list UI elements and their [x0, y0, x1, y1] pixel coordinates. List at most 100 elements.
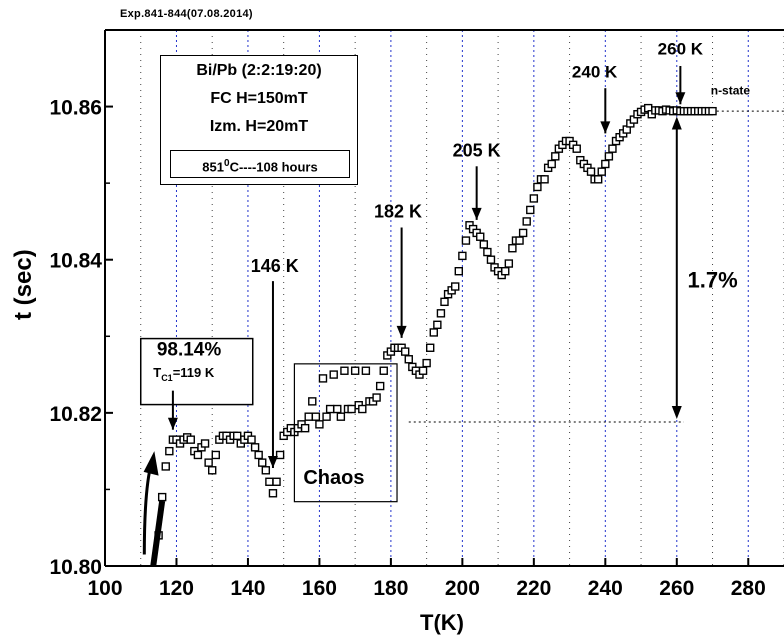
- x-tick-label: 120: [159, 577, 194, 600]
- transition-arrow: [142, 462, 153, 555]
- data-point: [275, 450, 285, 460]
- data-point: [522, 217, 531, 226]
- data-point: [372, 393, 381, 402]
- percent-label: 98.14%: [157, 339, 222, 360]
- data-point: [540, 175, 549, 184]
- x-tick-label: 100: [87, 577, 122, 600]
- data-point: [325, 404, 335, 414]
- data-point: [318, 374, 328, 383]
- data-point: [300, 423, 310, 433]
- data-point: [350, 366, 360, 375]
- data-point: [551, 152, 560, 161]
- data-point: [483, 247, 492, 257]
- y-tick-label: 10.80: [49, 556, 102, 579]
- arrow-240k-head: [600, 121, 611, 134]
- data-point: [504, 259, 514, 268]
- arrow-182k-head: [396, 325, 407, 338]
- data-point: [200, 439, 210, 448]
- data-point: [515, 236, 524, 245]
- y-tick-label: 10.82: [49, 403, 102, 426]
- data-point: [547, 159, 556, 169]
- data-point: [608, 144, 617, 153]
- data-point: [247, 435, 256, 444]
- x-tick-label: 220: [516, 577, 551, 600]
- data-point: [501, 267, 510, 276]
- data-point: [526, 205, 535, 215]
- nstate-label: n-state: [711, 83, 751, 97]
- data-point: [429, 328, 438, 337]
- data-point: [486, 255, 496, 264]
- tc1-arrow-head: [167, 417, 178, 430]
- x-tick-label: 200: [445, 577, 480, 600]
- percent-17-label: 1.7%: [688, 267, 738, 292]
- x-tick-label: 240: [588, 577, 623, 600]
- data-point: [165, 446, 174, 456]
- transition-arrow-head: [143, 451, 159, 476]
- pct-arrow-head-top: [671, 116, 682, 130]
- data-point: [268, 489, 278, 498]
- experiment-header: Exp.841-844(07.08.2014): [120, 8, 253, 20]
- data-point: [518, 228, 528, 238]
- field-cooling-label: FC H=150mT: [210, 90, 308, 107]
- x-tick-label: 280: [731, 577, 766, 600]
- y-tick-label: 10.86: [49, 97, 102, 120]
- data-point: [315, 420, 324, 429]
- data-point: [272, 477, 281, 486]
- data-point: [208, 466, 217, 475]
- data-point: [400, 347, 410, 356]
- x-axis-label: T(K): [420, 610, 464, 635]
- data-point: [258, 458, 267, 467]
- label-260k: 260 K: [658, 40, 704, 59]
- data-point: [461, 236, 471, 245]
- annealing-label: 8510C----108 hours: [170, 150, 350, 178]
- data-point: [161, 462, 170, 471]
- pct-arrow-head-bottom: [671, 405, 682, 419]
- data-point: [157, 492, 167, 502]
- data-point: [204, 458, 213, 467]
- data-point: [304, 412, 313, 421]
- data-point: [426, 343, 435, 352]
- data-point: [597, 167, 606, 176]
- data-point: [454, 267, 463, 276]
- data-point: [440, 297, 449, 307]
- data-point: [458, 251, 467, 261]
- data-point: [601, 159, 610, 169]
- arrow-260k-head: [675, 92, 686, 105]
- data-point: [261, 466, 271, 475]
- transition-tail: [150, 500, 166, 567]
- data-point: [404, 355, 413, 364]
- data-point: [586, 167, 596, 176]
- data-point: [340, 366, 349, 375]
- data-point: [336, 412, 346, 421]
- x-tick-label: 140: [230, 577, 265, 600]
- arrow-146k-head: [267, 455, 278, 468]
- data-point: [358, 404, 367, 414]
- data-point: [479, 240, 489, 249]
- y-axis-label: t (sec): [10, 249, 37, 320]
- label-205k: 205 K: [453, 140, 501, 160]
- data-point: [572, 144, 581, 153]
- label-146k: 146 K: [251, 256, 299, 276]
- data-point: [250, 443, 260, 452]
- data-point: [347, 404, 356, 414]
- data-point: [254, 450, 263, 460]
- data-point: [433, 320, 442, 329]
- data-point: [451, 282, 460, 291]
- data-point: [311, 412, 321, 421]
- data-point: [529, 194, 539, 203]
- data-point: [375, 381, 385, 391]
- measurement-field-label: Izm. H=20mT: [209, 118, 309, 135]
- x-tick-label: 180: [373, 577, 408, 600]
- data-point: [329, 370, 338, 379]
- data-point: [476, 232, 485, 241]
- x-tick-label: 160: [302, 577, 337, 600]
- data-point: [193, 450, 203, 460]
- data-point: [422, 358, 431, 368]
- x-tick-label: 260: [659, 577, 694, 600]
- data-point: [186, 435, 195, 444]
- data-point: [211, 450, 220, 460]
- data-point: [361, 366, 371, 375]
- sample-composition: Bi/Pb (2:2:19:20): [196, 62, 322, 79]
- data-point: [436, 309, 446, 318]
